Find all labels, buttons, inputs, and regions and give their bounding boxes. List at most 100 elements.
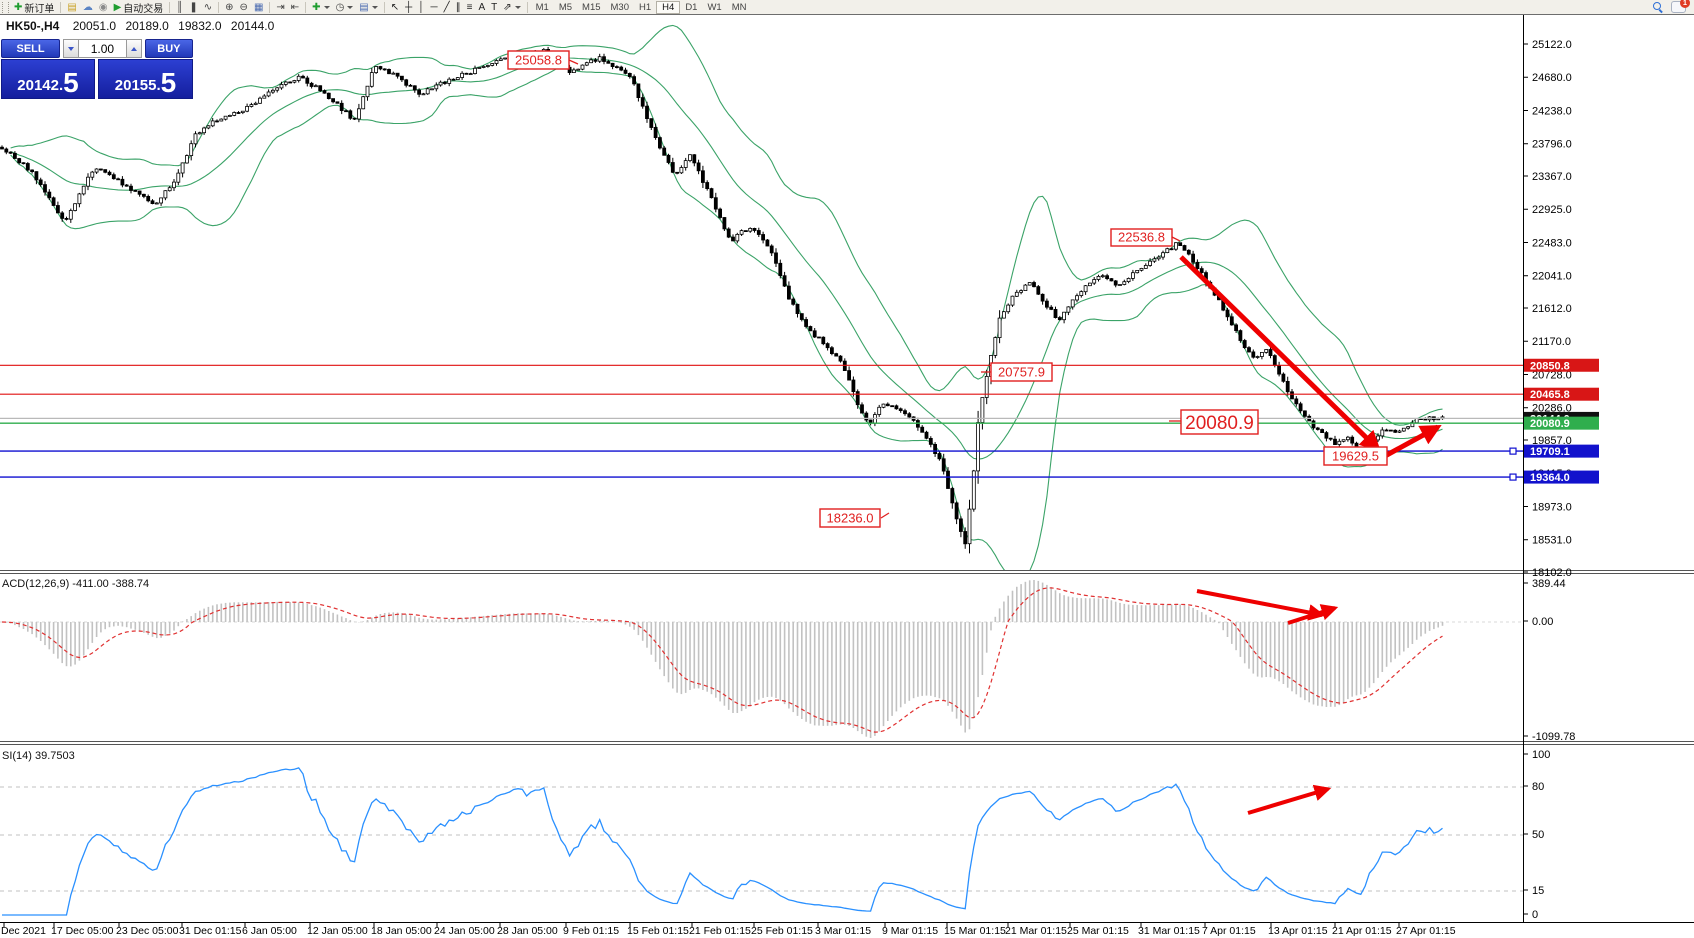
text-tool-button[interactable]: A: [475, 1, 488, 14]
periods-button[interactable]: ◷: [333, 1, 357, 14]
buy-price-big-digit: 5: [160, 67, 177, 99]
time-axis-label: 23 Dec 05:00: [116, 925, 179, 937]
timeframe-mn-button[interactable]: MN: [731, 1, 747, 13]
horizontal-line-tool-button[interactable]: ─: [427, 1, 440, 14]
rsi-indicator-label: SI(14) 39.7503: [2, 750, 75, 762]
timeframe-w1-button[interactable]: W1: [707, 1, 722, 13]
auto-trading-button[interactable]: ▶ 自动交易: [111, 1, 167, 15]
auto-scroll-button[interactable]: ⇥: [273, 1, 287, 14]
time-axis-label: 15 Feb 01:15: [627, 925, 689, 937]
time-axis-label: 9 Mar 01:15: [882, 925, 938, 937]
price-axis-label: 24680.0: [1532, 72, 1572, 84]
zoom-in-button[interactable]: ⊕: [222, 1, 236, 14]
price-badge-19364.0: 19364.0: [1524, 470, 1599, 484]
svg-text:20080.9: 20080.9: [1530, 418, 1570, 430]
templates-icon: ▤: [359, 1, 369, 13]
volume-decrease-button[interactable]: [63, 39, 79, 58]
timeframe-d1-button[interactable]: D1: [685, 1, 698, 13]
line-chart-button[interactable]: ∿: [201, 1, 215, 14]
new-order-button[interactable]: ✚ 新订单: [11, 1, 57, 15]
arrows-tool-dropdown-icon[interactable]: [514, 5, 521, 9]
toolbar-right: 1: [1653, 0, 1694, 14]
chart-shift-button[interactable]: ⇤: [288, 1, 302, 14]
label-tool-button[interactable]: T: [488, 1, 500, 14]
search-icon[interactable]: [1653, 2, 1663, 14]
axes-layer: 25122.0 24680.0 24238.0 23796.0 23367.0 22925…: [0, 14, 1694, 937]
trend-arrow-2[interactable]: [1383, 424, 1442, 459]
timeframe-m15-button[interactable]: M15: [582, 1, 601, 13]
price-axis-label: 23367.0: [1532, 171, 1572, 183]
zoom-in-icon: ⊕: [225, 1, 234, 13]
price-badge-20850.8: 20850.8: [1524, 358, 1599, 372]
new-order-icon: ✚: [14, 1, 23, 13]
vertical-line-tool-button[interactable]: │: [415, 1, 427, 14]
crosshair-button[interactable]: ┼: [402, 1, 415, 14]
rsi-pane: [0, 767, 1523, 916]
time-axis-label: 17 Dec 05:00: [51, 925, 114, 937]
timeframe-m1-button[interactable]: M1: [535, 1, 549, 13]
zoom-out-icon: ⊖: [239, 1, 248, 13]
price-annotation-25058.8[interactable]: 25058.8: [507, 50, 570, 70]
indicators-list-button[interactable]: ✚: [309, 1, 332, 14]
zoom-out-button[interactable]: ⊖: [237, 1, 251, 14]
trendline-tool-button[interactable]: ╱: [441, 1, 453, 14]
trend-arrow-1[interactable]: [1179, 255, 1382, 452]
toolbar-grip[interactable]: [2, 1, 9, 13]
rsi-line[interactable]: [2, 767, 1443, 916]
hline-handle[interactable]: [1509, 447, 1517, 455]
price-annotation-19629.5[interactable]: 19629.5: [1323, 446, 1388, 466]
alerts-button[interactable]: ◉: [96, 1, 111, 14]
timeframe-m30-button[interactable]: M30: [610, 1, 629, 13]
hline-handle[interactable]: [1509, 473, 1517, 481]
indicators-list-dropdown-icon[interactable]: [323, 5, 330, 9]
toolbar: ✚ 新订单 ▤ ☁ ◉ ▶ 自动交易 ║ ❚ ∿ ⊕ ⊖ ▦ ⇥ ⇤ ✚ ◷ ▤ ↖ ┼ │ ─ ╱ ∥ ≡ A T ⇗ M1 M5 M1…: [0, 0, 1694, 15]
candlestick-chart-icon: ❚: [189, 1, 198, 13]
periods-dropdown-icon[interactable]: [347, 5, 354, 9]
price-annotation-20080.9[interactable]: 20080.9: [1180, 409, 1259, 435]
arrows-tool-button[interactable]: ⇗: [500, 1, 523, 14]
profiles-button[interactable]: ☁: [80, 1, 96, 14]
timeframe-toolbar: M1 M5 M15 M30 H1 H4 D1 W1 MN: [531, 0, 752, 14]
price-annotation-18236.0[interactable]: 18236.0: [819, 508, 881, 528]
channel-tool-button[interactable]: ∥: [453, 1, 464, 14]
trend-arrow-4[interactable]: [1287, 604, 1339, 625]
market-watch-button[interactable]: ▤: [64, 1, 79, 14]
sell-price-display[interactable]: 20142. 5: [1, 59, 95, 99]
bollinger-middle-band[interactable]: [10, 57, 1443, 460]
price-annotation-20757.9[interactable]: 20757.9: [990, 362, 1053, 382]
macd-axis-label: -1099.78: [1532, 731, 1575, 743]
buy-button[interactable]: BUY: [144, 39, 194, 58]
volume-input[interactable]: [78, 39, 126, 58]
cursor-button[interactable]: ↖: [388, 1, 402, 14]
macd-signal-line[interactable]: [1, 587, 1443, 733]
templates-button[interactable]: ▤: [356, 1, 380, 14]
rsi-axis-label: 50: [1532, 829, 1544, 841]
rsi-axis-label: 0: [1532, 909, 1538, 921]
price-annotation-22536.8[interactable]: 22536.8: [1110, 228, 1173, 247]
ohlc-low: 19832.0: [178, 19, 222, 33]
bollinger-lower-band[interactable]: [10, 67, 1443, 580]
bar-chart-button[interactable]: ║: [173, 1, 186, 14]
time-axis-label: 6 Jan 05:00: [242, 925, 297, 937]
sell-button[interactable]: SELL: [1, 39, 61, 58]
bar-chart-icon: ║: [176, 1, 184, 13]
trend-arrow-3[interactable]: [1196, 589, 1326, 621]
trend-arrow-5[interactable]: [1247, 784, 1332, 815]
candlestick-chart-button[interactable]: ❚: [186, 1, 200, 14]
time-axis-label: 7 Apr 01:15: [1202, 925, 1256, 937]
buy-price-display[interactable]: 20155. 5: [98, 59, 193, 99]
chat-icon[interactable]: 1: [1671, 0, 1690, 13]
one-click-trading-panel: SELL BUY 20142.5 20155.5: [1, 39, 194, 99]
bollinger-upper-band[interactable]: [10, 24, 1443, 426]
timeframe-h1-button[interactable]: H1: [639, 1, 652, 13]
auto-trading-icon: ▶: [113, 1, 122, 13]
ohlc-high: 20189.0: [125, 19, 169, 33]
templates-dropdown-icon[interactable]: [371, 5, 378, 9]
svg-text:19364.0: 19364.0: [1530, 472, 1570, 484]
timeframe-m5-button[interactable]: M5: [558, 1, 573, 13]
tile-windows-button[interactable]: ▦: [251, 1, 266, 14]
timeframe-h4-button[interactable]: H4: [656, 0, 681, 14]
fibonacci-tool-button[interactable]: ≡: [464, 1, 476, 14]
volume-increase-button[interactable]: [125, 39, 142, 58]
